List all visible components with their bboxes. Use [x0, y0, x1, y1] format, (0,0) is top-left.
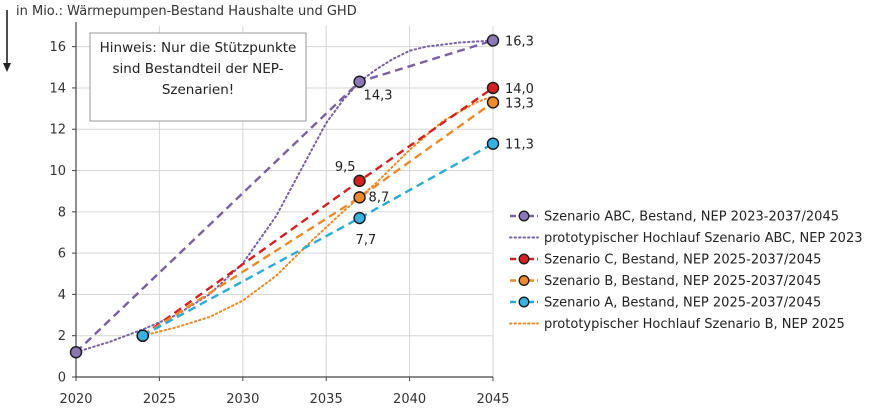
legend-entry-label: Szenario ABC, Bestand, NEP 2023-2037/204…	[544, 210, 839, 225]
annotation-frame	[89, 32, 307, 122]
data-point-series-3	[353, 174, 366, 188]
data-label: 7,7	[356, 233, 377, 248]
series-line-4	[142, 101, 494, 337]
data-label: 16,3	[505, 34, 534, 49]
y-tick-label: 14	[49, 81, 66, 96]
legend-entry-label: Szenario B, Bestand, NEP 2025-2037/2045	[544, 274, 821, 289]
data-label: 8,7	[369, 190, 390, 205]
y-tick-label: 16	[49, 40, 66, 55]
annotation-line: Szenarien!	[162, 82, 234, 98]
data-point-series-5	[486, 137, 500, 150]
x-tick-label: 2040	[393, 392, 426, 407]
grid-layer	[76, 26, 494, 377]
y-tick-label: 4	[58, 288, 66, 303]
legend-entry-label: Szenario A, Bestand, NEP 2025-2037/2045	[544, 296, 821, 311]
y-tick-label: 6	[58, 247, 66, 262]
annotation-line: sind Bestandteil der NEP-	[113, 61, 284, 77]
y-axis-title: in Mio.: Wärmepumpen-Bestand Haushalte u…	[16, 4, 357, 19]
data-point-series-4	[353, 191, 366, 204]
data-label: 14,0	[505, 82, 534, 97]
x-tick-label: 2025	[143, 392, 176, 407]
y-tick-label: 12	[49, 123, 66, 138]
legend-entry-label: prototypischer Hochlauf Szenario B, NEP …	[544, 317, 845, 332]
data-label: 14,3	[364, 89, 393, 104]
legend: Szenario ABC, Bestand, NEP 2023-2037/204…	[509, 210, 863, 332]
data-point-series-1	[353, 75, 366, 88]
x-tick-label: 2030	[226, 392, 259, 407]
down-arrow-icon	[3, 10, 11, 72]
y-arrow-head	[3, 63, 11, 72]
series-line-6	[141, 95, 494, 337]
annotation-line: Hinweis: Nur die Stützpunkte	[100, 40, 297, 56]
series-line-5	[142, 142, 494, 337]
legend-entry-label: Szenario C, Bestand, NEP 2025-2037/2045	[544, 253, 821, 268]
data-point-series-1	[486, 34, 500, 47]
data-point-series-4	[486, 96, 500, 109]
data-point-series-5	[353, 211, 366, 225]
data-point-series-1	[69, 346, 83, 359]
y-tick-label: 0	[58, 371, 66, 386]
x-tick-label: 2035	[310, 392, 343, 407]
x-tick-label: 2020	[59, 392, 92, 407]
x-tick-label: 2045	[476, 392, 509, 407]
y-tick-label: 10	[49, 164, 66, 179]
data-label: 11,3	[505, 138, 534, 153]
legend-swatch-marker	[518, 296, 530, 308]
y-tick-label: 2	[58, 329, 66, 344]
data-label: 9,5	[335, 160, 356, 175]
data-label: 13,3	[505, 96, 534, 111]
labels-layer: 14,3 16,3 9,5 14,0 8,7 13,3 7,7 11,3	[335, 34, 534, 248]
legend-entry-label: prototypischer Hochlauf Szenario ABC, NE…	[544, 231, 863, 246]
legend-swatch-marker	[518, 210, 530, 222]
series-line-2	[75, 39, 494, 354]
data-point-series-3	[486, 81, 500, 95]
legend-swatch-marker	[518, 275, 530, 286]
annotation-box: Hinweis: Nur die Stützpunkte sind Bestand…	[89, 32, 307, 122]
legend-swatch-marker	[518, 253, 530, 265]
data-point-series-5	[136, 329, 149, 342]
series-layer	[69, 34, 500, 359]
axes-layer: 0 2 4 6 8 10 12 14 16 2020 2025 2030 2035 2040 2045	[49, 22, 510, 407]
y-tick-label: 8	[58, 205, 66, 220]
